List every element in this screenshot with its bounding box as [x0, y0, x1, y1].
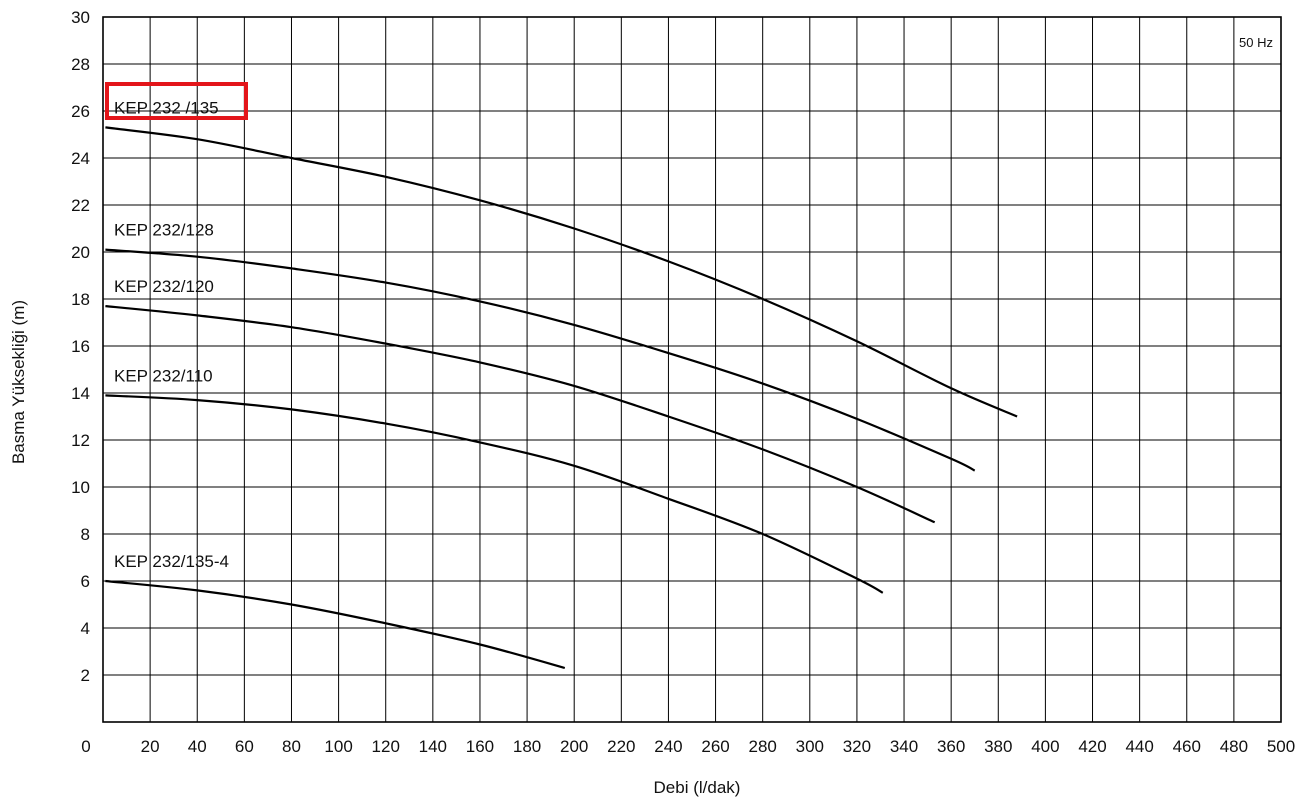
series-label: KEP 232/120 — [114, 277, 214, 296]
x-tick-label: 120 — [372, 737, 400, 756]
x-tick-label: 500 — [1267, 737, 1295, 756]
x-tick-label: 0 — [81, 737, 90, 756]
x-tick-label: 460 — [1173, 737, 1201, 756]
y-tick-label: 28 — [71, 55, 90, 74]
x-tick-label: 220 — [607, 737, 635, 756]
y-tick-label: 2 — [81, 666, 90, 685]
series-line — [105, 248, 976, 472]
x-tick-label: 40 — [188, 737, 207, 756]
x-tick-label: 160 — [466, 737, 494, 756]
x-tick-label: 260 — [701, 737, 729, 756]
frequency-label: 50 Hz — [1239, 35, 1273, 50]
x-tick-label: 180 — [513, 737, 541, 756]
y-tick-label: 24 — [71, 149, 90, 168]
x-tick-label: 80 — [282, 737, 301, 756]
x-tick-label: 380 — [984, 737, 1012, 756]
y-tick-label: 14 — [71, 384, 90, 403]
highlight-box — [105, 82, 248, 120]
y-tick-label: 22 — [71, 196, 90, 215]
plot-frame — [102, 16, 1282, 723]
y-tick-label: 10 — [71, 478, 90, 497]
x-tick-label: 320 — [843, 737, 871, 756]
x-tick-label: 400 — [1031, 737, 1059, 756]
y-tick-label: 12 — [71, 431, 90, 450]
y-tick-label: 20 — [71, 243, 90, 262]
x-tick-label: 200 — [560, 737, 588, 756]
curves — [105, 126, 1018, 670]
y-tick-label: 30 — [71, 8, 90, 27]
y-tick-label: 6 — [81, 572, 90, 591]
x-tick-label: 340 — [890, 737, 918, 756]
x-tick-label: 100 — [324, 737, 352, 756]
y-tick-label: 16 — [71, 337, 90, 356]
series-line — [105, 579, 566, 670]
x-axis-title: Debi (l/dak) — [654, 778, 741, 797]
y-tick-label: 8 — [81, 525, 90, 544]
x-tick-label: 480 — [1220, 737, 1248, 756]
x-tick-label: 140 — [419, 737, 447, 756]
y-tick-label: 4 — [81, 619, 90, 638]
x-tick-label: 20 — [141, 737, 160, 756]
x-tick-label: 420 — [1078, 737, 1106, 756]
series-label: KEP 232/110 — [114, 366, 213, 385]
series-label: KEP 232/135-4 — [114, 552, 229, 571]
x-tick-label: 60 — [235, 737, 254, 756]
x-tick-label: 280 — [748, 737, 776, 756]
series-label: KEP 232 /135 — [114, 98, 219, 117]
series-label: KEP 232/128 — [114, 221, 214, 240]
y-tick-label: 26 — [71, 102, 90, 121]
series-line — [105, 126, 1018, 418]
x-tick-label: 440 — [1125, 737, 1153, 756]
series-line — [105, 305, 936, 524]
grid — [102, 16, 1282, 723]
y-tick-label: 18 — [71, 290, 90, 309]
y-axis-title: Basma Yüksekliği (m) — [9, 300, 28, 464]
x-tick-labels: 0 20 40 60 80 100 120 140 160 180 200 220 240 260 280 3… — [81, 737, 1295, 756]
x-tick-label: 240 — [654, 737, 682, 756]
series-line — [105, 394, 884, 594]
x-tick-label: 300 — [796, 737, 824, 756]
x-tick-label: 360 — [937, 737, 965, 756]
series-labels: KEP 232 /135 KEP 232/128 KEP 232/120 KEP 23… — [114, 98, 229, 571]
